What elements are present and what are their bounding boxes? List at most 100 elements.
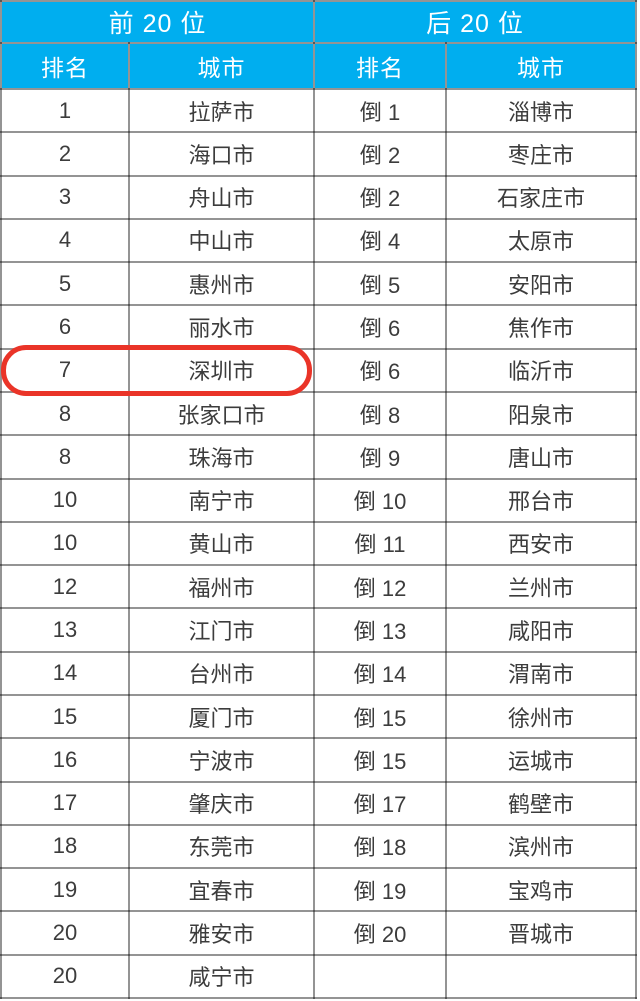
col-header-rank-right: 排名 [313, 42, 448, 90]
city-cell: 焦作市 [445, 304, 638, 350]
city-cell: 舟山市 [127, 174, 316, 220]
rank-cell: 19 [0, 867, 130, 913]
city-cell: 枣庄市 [445, 131, 638, 177]
table-row: 8 张家口市倒 8 阳泉市 [0, 390, 638, 437]
city-cell: 安阳市 [445, 261, 638, 307]
rank-cell: 10 [0, 520, 130, 567]
group-header-row: 前 20 位 后 20 位 [0, 0, 638, 44]
city-cell: 宜春市 [127, 867, 316, 913]
city-cell: 东莞市 [127, 823, 316, 870]
rank-cell: 倒 14 [313, 650, 448, 696]
city-cell: 鹤壁市 [445, 780, 638, 826]
rank-cell: 1 [0, 87, 130, 134]
table-row: 14 台州市倒 14 渭南市 [0, 650, 638, 696]
rank-cell: 2 [0, 131, 130, 177]
table-row: 20 雅安市倒 20 晋城市 [0, 910, 638, 956]
city-cell: 太原市 [445, 217, 638, 264]
table-row: 4 中山市倒 4 太原市 [0, 217, 638, 264]
city-cell: 台州市 [127, 650, 316, 696]
rank-cell: 倒 6 [313, 347, 448, 393]
city-cell [445, 953, 638, 1000]
city-cell: 福州市 [127, 564, 316, 610]
table-row: 10 南宁市倒 10 邢台市 [0, 477, 638, 523]
city-cell: 晋城市 [445, 910, 638, 956]
rank-cell: 5 [0, 261, 130, 307]
table-row: 10 黄山市倒 11 西安市 [0, 520, 638, 567]
rank-cell: 10 [0, 477, 130, 523]
rank-cell: 20 [0, 910, 130, 956]
rank-cell: 倒 6 [313, 304, 448, 350]
rank-cell: 倒 2 [313, 174, 448, 220]
city-cell: 雅安市 [127, 910, 316, 956]
city-cell: 运城市 [445, 737, 638, 783]
table-row: 2 海口市倒 2 枣庄市 [0, 131, 638, 177]
city-cell: 兰州市 [445, 564, 638, 610]
group-header-top20: 前 20 位 [0, 0, 316, 44]
rank-cell: 17 [0, 780, 130, 826]
rank-cell: 倒 4 [313, 217, 448, 264]
city-cell: 拉萨市 [127, 87, 316, 134]
column-header-row: 排名 城市 排名 城市 [0, 42, 638, 90]
rank-cell: 倒 1 [313, 87, 448, 134]
table-row: 3 舟山市倒 2 石家庄市 [0, 174, 638, 220]
table-row: 16 宁波市倒 15 运城市 [0, 737, 638, 783]
table-row: 13 江门市倒 13 咸阳市 [0, 607, 638, 653]
rank-cell: 16 [0, 737, 130, 783]
table-row: 17 肇庆市倒 17 鹤壁市 [0, 780, 638, 826]
table-row: 8 珠海市倒 9 唐山市 [0, 434, 638, 480]
city-cell: 肇庆市 [127, 780, 316, 826]
city-cell: 珠海市 [127, 434, 316, 480]
col-header-city-left: 城市 [127, 42, 316, 90]
city-cell: 徐州市 [445, 693, 638, 740]
city-cell: 南宁市 [127, 477, 316, 523]
city-cell: 滨州市 [445, 823, 638, 870]
city-cell: 宁波市 [127, 737, 316, 783]
city-cell: 淄博市 [445, 87, 638, 134]
city-cell: 深圳市 [127, 347, 316, 393]
rank-cell: 8 [0, 434, 130, 480]
rank-cell: 倒 11 [313, 520, 448, 567]
city-cell: 宝鸡市 [445, 867, 638, 913]
table-row: 1 拉萨市倒 1 淄博市 [0, 87, 638, 134]
table-row: 15 厦门市倒 15 徐州市 [0, 693, 638, 740]
rank-cell: 4 [0, 217, 130, 264]
rank-cell: 18 [0, 823, 130, 870]
city-cell: 临沂市 [445, 347, 638, 393]
city-cell: 江门市 [127, 607, 316, 653]
city-cell: 黄山市 [127, 520, 316, 567]
rank-cell: 3 [0, 174, 130, 220]
rank-cell: 倒 12 [313, 564, 448, 610]
rank-cell: 13 [0, 607, 130, 653]
table-row: 20 咸宁市 [0, 953, 638, 1000]
rank-cell [313, 953, 448, 1000]
rank-cell: 12 [0, 564, 130, 610]
col-header-rank-left: 排名 [0, 42, 130, 90]
table-row: 5 惠州市倒 5 安阳市 [0, 261, 638, 307]
table-row: 6 丽水市倒 6 焦作市 [0, 304, 638, 350]
rank-cell: 倒 2 [313, 131, 448, 177]
city-cell: 惠州市 [127, 261, 316, 307]
rank-cell: 倒 9 [313, 434, 448, 480]
city-cell: 咸宁市 [127, 953, 316, 1000]
rank-cell: 倒 5 [313, 261, 448, 307]
city-cell: 中山市 [127, 217, 316, 264]
table-row: 12 福州市倒 12 兰州市 [0, 564, 638, 610]
rank-cell: 倒 15 [313, 693, 448, 740]
group-header-bottom20: 后 20 位 [313, 0, 638, 44]
city-cell: 石家庄市 [445, 174, 638, 220]
city-cell: 丽水市 [127, 304, 316, 350]
city-cell: 厦门市 [127, 693, 316, 740]
rank-cell: 14 [0, 650, 130, 696]
rank-cell: 倒 10 [313, 477, 448, 523]
city-cell: 阳泉市 [445, 390, 638, 437]
city-cell: 渭南市 [445, 650, 638, 696]
city-cell: 张家口市 [127, 390, 316, 437]
rank-cell: 倒 17 [313, 780, 448, 826]
rank-cell: 倒 8 [313, 390, 448, 437]
table-row: 19 宜春市倒 19 宝鸡市 [0, 867, 638, 913]
rank-cell: 20 [0, 953, 130, 1000]
rank-cell: 倒 20 [313, 910, 448, 956]
rank-cell: 倒 15 [313, 737, 448, 783]
